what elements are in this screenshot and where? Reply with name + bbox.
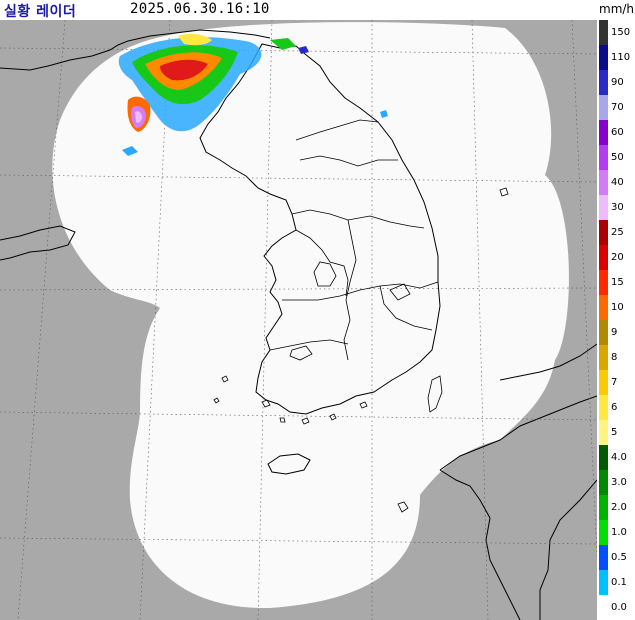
legend-swatch — [599, 95, 608, 120]
radar-map[interactable] — [0, 20, 597, 620]
china-coast — [0, 29, 271, 261]
legend-swatch — [599, 320, 608, 345]
legend-swatch — [599, 145, 608, 170]
tsushima-island — [427, 375, 443, 413]
legend-label: 10 — [611, 301, 624, 313]
ulleung-island — [499, 187, 509, 197]
legend-label: 9 — [611, 326, 618, 338]
legend-label: 25 — [611, 226, 624, 238]
legend-swatch — [599, 345, 608, 370]
legend-label: 15 — [611, 276, 624, 288]
legend-swatch — [599, 570, 608, 595]
precipitation-legend: 150 110 90 70 60 50 40 30 25 20 15 10 9 8 7 6 5 4.0 3.0 2.0… — [599, 20, 635, 620]
legend-swatch — [599, 195, 608, 220]
legend-swatch — [599, 20, 608, 45]
legend-label: 0.0 — [611, 601, 627, 613]
legend-swatch — [599, 270, 608, 295]
legend-swatch — [599, 495, 608, 520]
southern-islands — [213, 375, 409, 513]
legend-label: 5 — [611, 426, 618, 438]
radar-map-canvas — [0, 20, 597, 620]
japan-coast — [439, 343, 597, 620]
korea-coast — [199, 43, 441, 415]
legend-swatch — [599, 45, 608, 70]
province-borders — [269, 119, 439, 361]
legend-label: 0.5 — [611, 551, 627, 563]
page-title: 실황 레이더 — [4, 4, 77, 20]
rain-echoes — [118, 33, 388, 156]
legend-unit: mm/h — [599, 2, 635, 16]
legend-swatch — [599, 370, 608, 395]
legend-label: 110 — [611, 51, 631, 63]
observation-timestamp: 2025.06.30.16:10 — [130, 1, 270, 17]
legend-swatch — [599, 120, 608, 145]
legend-label: 3.0 — [611, 476, 627, 488]
legend-label: 1.0 — [611, 526, 627, 538]
legend-label: 40 — [611, 176, 624, 188]
legend-swatch — [599, 420, 608, 445]
legend-swatch — [599, 170, 608, 195]
jeju-island — [267, 453, 311, 475]
legend-swatch — [599, 395, 608, 420]
legend-swatch — [599, 70, 608, 95]
legend-swatch — [599, 220, 608, 245]
legend-label: 50 — [611, 151, 624, 163]
legend-label: 150 — [611, 26, 631, 38]
header-bar: 실황 레이더 2025.06.30.16:10 mm/h — [0, 0, 635, 20]
legend-label: 6 — [611, 401, 618, 413]
legend-label: 0.1 — [611, 576, 627, 588]
legend-swatch — [599, 470, 608, 495]
legend-color-bar — [599, 20, 608, 620]
legend-swatch — [599, 245, 608, 270]
legend-label: 2.0 — [611, 501, 627, 513]
legend-label: 7 — [611, 376, 618, 388]
legend-swatch — [599, 520, 608, 545]
legend-label: 70 — [611, 101, 624, 113]
legend-label: 8 — [611, 351, 618, 363]
legend-label: 60 — [611, 126, 624, 138]
legend-label: 90 — [611, 76, 624, 88]
legend-swatch — [599, 595, 608, 620]
legend-swatch — [599, 295, 608, 320]
legend-label: 30 — [611, 201, 624, 213]
legend-label: 20 — [611, 251, 624, 263]
legend-swatch — [599, 445, 608, 470]
legend-swatch — [599, 545, 608, 570]
legend-label: 4.0 — [611, 451, 627, 463]
